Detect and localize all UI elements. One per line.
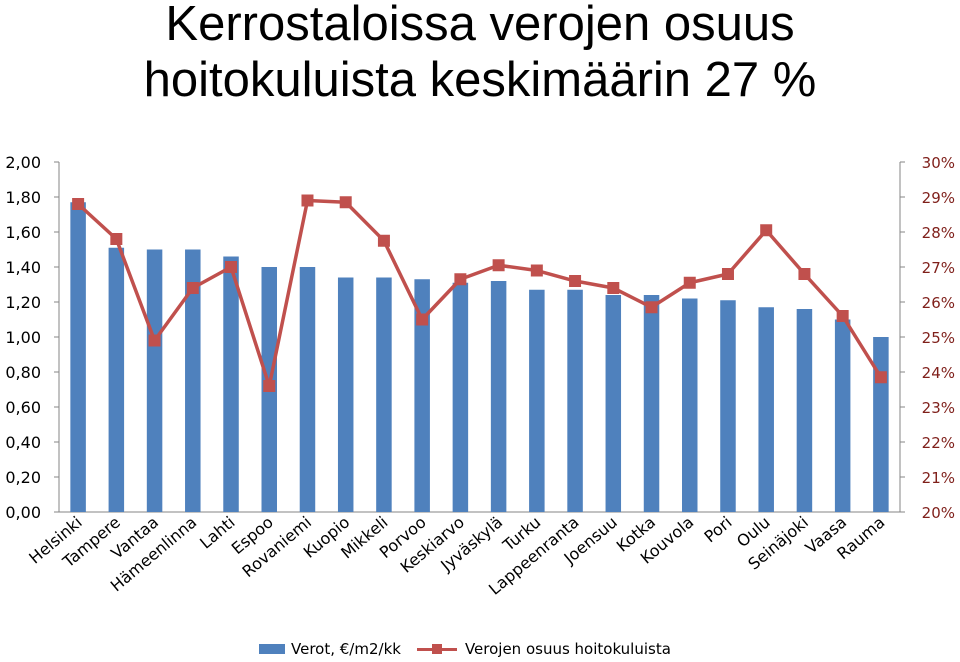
legend-label-bars: Verot, €/m2/kk: [291, 640, 401, 658]
left-tick-label: 0,40: [5, 433, 41, 452]
bar: [337, 277, 354, 512]
right-tick-label: 20%: [922, 504, 955, 522]
bar: [414, 279, 430, 512]
bar: [758, 307, 774, 512]
line-point: [874, 371, 887, 384]
left-axis-ticks: 0,00 0,20 0,40 0,60 0,80 1,00 1,20 1,40 1,60 1,80…: [5, 153, 59, 522]
bar: [108, 247, 125, 512]
line-point: [492, 259, 505, 272]
bar: [185, 249, 201, 512]
category-label: Pori: [700, 513, 735, 547]
category-labels: HelsinkiTampereVantaaHämeenlinnaLahtiEsp…: [25, 513, 888, 599]
bar-series: [70, 202, 889, 512]
bar: [376, 277, 392, 512]
left-tick-label: 1,80: [5, 188, 41, 207]
bar: [796, 309, 813, 512]
line-point: [72, 198, 85, 210]
right-tick-label: 29%: [922, 189, 955, 207]
right-tick-label: 30%: [922, 154, 955, 172]
line-point: [683, 276, 696, 289]
chart-title-line-2: hoitokuluista keskimäärin 27 %: [143, 53, 817, 107]
line-point: [263, 380, 276, 392]
bar: [567, 289, 583, 512]
right-tick-label: 27%: [922, 259, 955, 277]
line-point: [339, 196, 352, 209]
left-tick-label: 2,00: [5, 153, 41, 172]
line-series: [72, 194, 887, 392]
line-point: [760, 224, 773, 237]
left-tick-label: 1,40: [5, 258, 41, 277]
bar: [682, 298, 698, 512]
line-point: [377, 234, 390, 247]
bar: [299, 267, 316, 512]
line-point: [836, 310, 849, 322]
bar: [529, 289, 545, 512]
legend: Verot, €/m2/kk Verojen osuus hoitokuluis…: [259, 636, 687, 662]
bar: [452, 282, 469, 512]
right-tick-label: 28%: [922, 224, 955, 242]
left-tick-label: 1,00: [5, 328, 41, 347]
legend-item-line: Verojen osuus hoitokuluista: [416, 640, 671, 658]
right-tick-label: 25%: [922, 329, 955, 347]
left-tick-label: 0,60: [5, 398, 41, 417]
right-tick-label: 21%: [922, 469, 955, 487]
bar: [605, 295, 622, 512]
line-point: [645, 301, 658, 314]
left-tick-label: 1,20: [5, 293, 41, 312]
left-tick-label: 0,00: [5, 503, 41, 522]
line-point: [416, 313, 429, 326]
line-point: [148, 334, 161, 347]
bar: [834, 319, 851, 512]
right-tick-label: 23%: [922, 399, 955, 417]
combo-chart: 0,00 0,20 0,40 0,60 0,80 1,00 1,20 1,40 1,60 1,80…: [5, 153, 955, 599]
share-line: [76, 198, 883, 388]
line-point: [607, 282, 620, 294]
left-tick-label: 0,80: [5, 363, 41, 382]
line-point: [569, 275, 582, 287]
line-point: [110, 233, 123, 245]
chart-title-line-1: Kerrostaloissa verojen osuus: [165, 0, 795, 51]
chart-title: Kerrostaloissa verojen osuus hoitokuluis…: [0, 0, 960, 108]
legend-item-bars: Verot, €/m2/kk: [259, 640, 401, 658]
right-tick-label: 22%: [922, 434, 955, 452]
bar: [70, 202, 86, 512]
right-tick-label: 24%: [922, 364, 955, 382]
line-point: [721, 268, 734, 280]
left-tick-label: 0,20: [5, 468, 41, 487]
right-tick-label: 26%: [922, 294, 955, 312]
bar: [643, 295, 660, 512]
legend-label-line: Verojen osuus hoitokuluista: [464, 640, 671, 658]
line-point: [225, 261, 238, 273]
right-axis-ticks: 20% 21% 22% 23% 24% 25% 26% 27% 28% 29% 30%: [900, 154, 955, 522]
line-point: [301, 194, 314, 207]
legend-line-swatch: [416, 642, 457, 656]
bar: [873, 337, 889, 512]
bar: [490, 281, 507, 512]
line-point: [530, 264, 543, 277]
line-point: [454, 273, 467, 286]
line-point: [798, 268, 811, 280]
bar: [223, 256, 239, 512]
legend-bar-swatch: [259, 644, 285, 654]
bar: [720, 300, 736, 512]
bar: [146, 249, 163, 512]
line-point: [186, 282, 199, 294]
left-tick-label: 1,60: [5, 223, 41, 242]
